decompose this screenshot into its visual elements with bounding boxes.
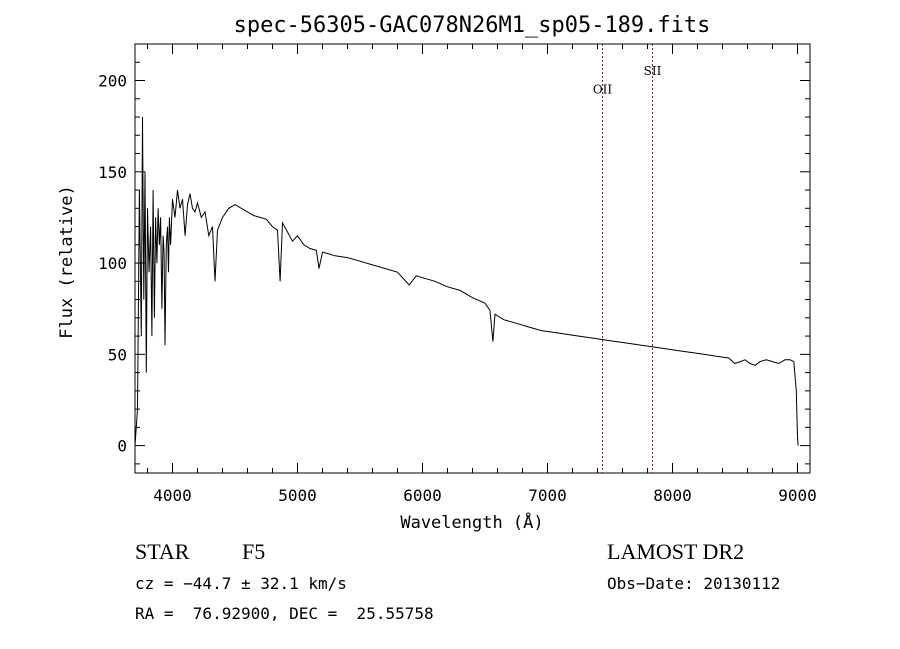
y-tick-label: 150 — [98, 163, 127, 182]
plot-area-frame — [134, 43, 811, 474]
object-subclass: F5 — [242, 539, 266, 564]
x-tick-label: 6000 — [403, 486, 442, 505]
x-tick-label: 4000 — [153, 486, 192, 505]
survey-release: LAMOST DR2 — [607, 539, 745, 564]
redshift-value: cz = −44.7 ± 32.1 km/s — [135, 574, 347, 593]
y-tick-label: 0 — [117, 437, 127, 456]
coordinates: RA = 76.92900, DEC = 25.55758 — [135, 604, 434, 623]
y-tick-label: 50 — [108, 345, 127, 364]
y-axis-label: Flux (relative) — [57, 185, 77, 339]
chart-title: spec-56305-GAC078N26M1_sp05-189.fits — [234, 13, 711, 38]
line-markers: OII SII — [593, 44, 662, 473]
x-axis: 4000 5000 6000 7000 8000 9000 — [147, 44, 817, 505]
line-marker-label: OII — [593, 82, 613, 96]
line-marker-label: SII — [644, 64, 662, 78]
x-tick-label: 5000 — [278, 486, 317, 505]
object-class: STAR — [135, 539, 190, 564]
x-axis-label: Wavelength (Å) — [400, 511, 543, 533]
y-axis: 0 50 100 150 200 — [98, 43, 810, 465]
x-tick-label: 9000 — [778, 486, 817, 505]
x-tick-label: 8000 — [653, 486, 692, 505]
y-tick-label: 200 — [98, 72, 127, 91]
observation-date: Obs−Date: 20130112 — [607, 574, 781, 593]
y-tick-label: 100 — [98, 254, 127, 273]
x-tick-label: 7000 — [528, 486, 567, 505]
spectrum-line — [134, 116, 799, 446]
